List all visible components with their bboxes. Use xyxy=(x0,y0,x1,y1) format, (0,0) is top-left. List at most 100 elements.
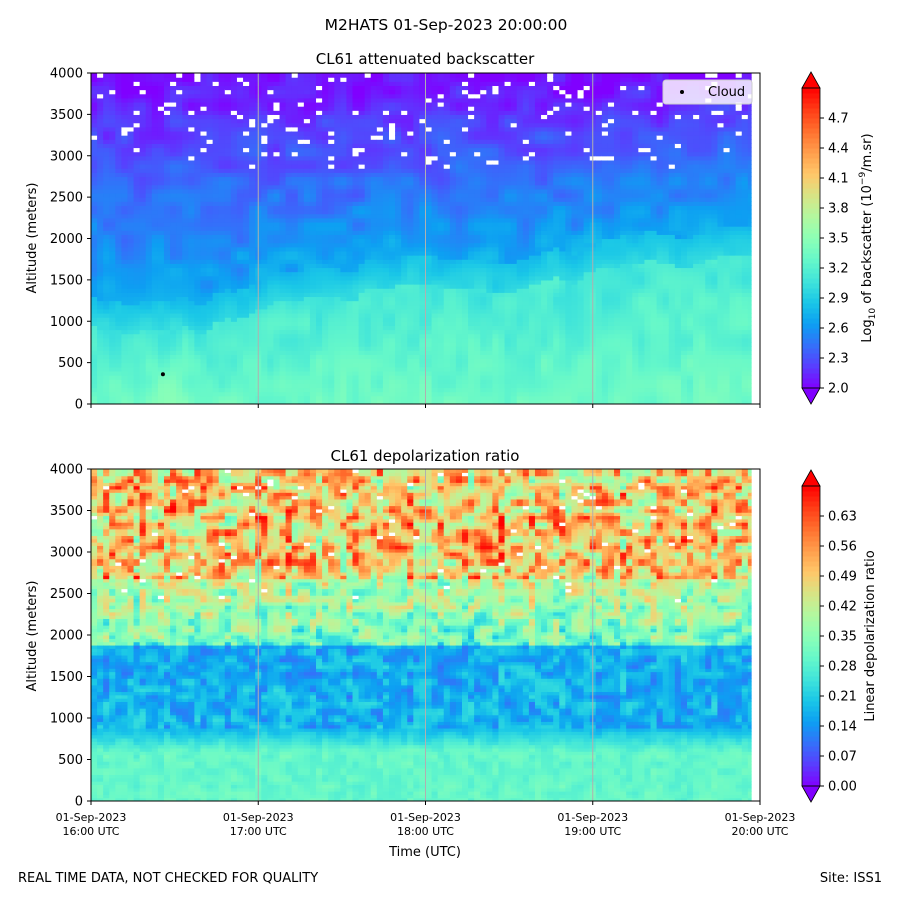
heatmap-cell xyxy=(273,130,281,136)
heatmap-cell xyxy=(358,122,366,128)
heatmap-cell xyxy=(200,168,208,173)
heatmap-cell xyxy=(413,221,421,227)
heatmap-cell xyxy=(243,172,250,178)
heatmap-cell xyxy=(407,259,414,264)
heatmap-cell xyxy=(230,97,238,103)
heatmap-cell xyxy=(91,304,98,310)
heatmap-cell xyxy=(212,130,220,136)
heatmap-cell xyxy=(395,255,402,260)
heatmap-cell xyxy=(346,387,354,393)
heatmap-cell xyxy=(176,321,183,326)
heatmap-cell xyxy=(200,81,208,87)
heatmap-cell xyxy=(212,234,220,240)
heatmap-cell xyxy=(376,221,384,227)
heatmap-cell xyxy=(303,147,311,153)
heatmap-cell xyxy=(243,89,250,95)
heatmap-cell xyxy=(176,81,183,87)
heatmap-cell xyxy=(334,346,341,351)
heatmap-cell xyxy=(316,73,323,78)
heatmap-cell xyxy=(437,259,445,264)
heatmap-cell xyxy=(230,168,238,173)
heatmap-cell xyxy=(97,126,104,132)
heatmap-cell xyxy=(358,151,366,157)
heatmap-cell xyxy=(419,201,427,206)
heatmap-cell xyxy=(194,391,202,397)
heatmap-cell xyxy=(121,308,129,314)
heatmap-cell xyxy=(309,221,317,227)
heatmap-cell xyxy=(176,312,183,318)
heatmap-cell xyxy=(139,188,147,194)
heatmap-cell xyxy=(273,399,281,404)
heatmap-cell xyxy=(273,164,281,169)
heatmap-cell xyxy=(364,312,372,318)
heatmap-cell xyxy=(115,122,123,128)
heatmap-cell xyxy=(279,168,287,173)
heatmap-cell xyxy=(176,205,183,211)
heatmap-cell xyxy=(370,114,378,120)
heatmap-cell xyxy=(200,362,208,368)
heatmap-cell xyxy=(322,395,329,401)
heatmap-cell xyxy=(285,151,293,157)
heatmap-cell xyxy=(322,184,329,190)
heatmap-cell xyxy=(103,259,110,264)
heatmap-cell xyxy=(230,110,238,115)
heatmap-cell xyxy=(133,77,141,82)
heatmap-cell xyxy=(382,337,390,343)
heatmap-cell xyxy=(176,168,183,173)
heatmap-cell xyxy=(279,147,287,153)
heatmap-cell xyxy=(443,106,451,111)
heatmap-cell xyxy=(170,155,177,161)
heatmap-cell xyxy=(364,362,372,368)
heatmap-cell xyxy=(176,130,183,136)
heatmap-cell xyxy=(236,155,244,161)
heatmap-cell xyxy=(346,321,354,326)
heatmap-cell xyxy=(370,89,378,95)
heatmap-cell xyxy=(139,85,147,91)
heatmap-cell xyxy=(395,176,402,182)
heatmap-cell xyxy=(127,164,135,169)
heatmap-cell xyxy=(176,126,183,132)
heatmap-cell xyxy=(182,304,189,310)
heatmap-cell xyxy=(273,284,281,289)
heatmap-cell xyxy=(358,399,366,404)
heatmap-cell xyxy=(401,118,408,124)
heatmap-cell xyxy=(273,370,281,376)
heatmap-cell xyxy=(401,130,408,136)
heatmap-cell xyxy=(297,213,305,219)
heatmap-cell xyxy=(455,168,463,173)
heatmap-cell xyxy=(224,201,232,206)
heatmap-cell xyxy=(395,89,402,95)
heatmap-cell xyxy=(443,97,451,103)
heatmap-cell xyxy=(303,180,311,186)
heatmap-cell xyxy=(200,250,208,256)
heatmap-cell xyxy=(145,143,153,149)
heatmap-cell xyxy=(364,387,372,393)
heatmap-cell xyxy=(243,379,250,384)
heatmap-cell xyxy=(206,205,214,211)
heatmap-cell xyxy=(285,312,293,318)
heatmap-cell xyxy=(279,101,287,107)
heatmap-cell xyxy=(340,110,348,115)
heatmap-cell xyxy=(364,279,372,285)
heatmap-cell xyxy=(455,317,463,322)
heatmap-cell xyxy=(127,304,135,310)
heatmap-cell xyxy=(115,139,123,144)
heatmap-cell xyxy=(103,93,110,99)
heatmap-cell xyxy=(328,226,335,231)
heatmap-cell xyxy=(334,275,341,281)
heatmap-cell xyxy=(419,151,427,157)
heatmap-cell xyxy=(297,300,305,306)
heatmap-cell xyxy=(291,366,299,372)
heatmap-cell xyxy=(261,379,268,384)
heatmap-cell xyxy=(224,135,232,140)
heatmap-cell xyxy=(230,93,238,99)
heatmap-cell xyxy=(401,151,408,157)
heatmap-cell xyxy=(145,312,153,318)
heatmap-cell xyxy=(176,284,183,289)
heatmap-cell xyxy=(188,387,195,393)
heatmap-cell xyxy=(218,201,226,206)
heatmap-cell xyxy=(139,192,147,198)
heatmap-cell xyxy=(139,81,147,87)
heatmap-cell xyxy=(109,89,116,95)
heatmap-cell xyxy=(322,81,329,87)
